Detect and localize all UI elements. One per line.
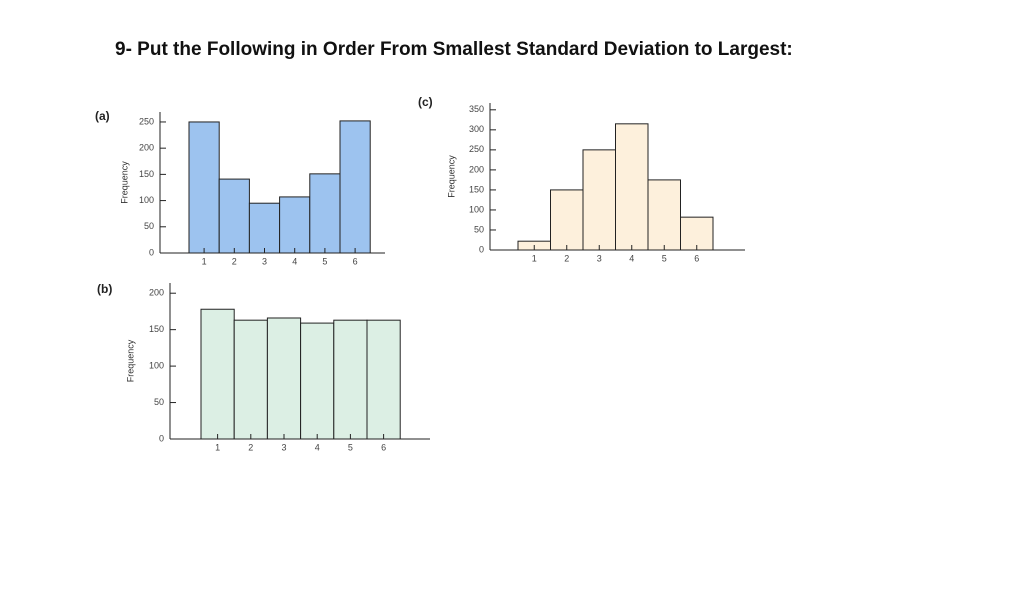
x-tick-label: 4 bbox=[629, 253, 634, 263]
bar bbox=[248, 202, 281, 254]
bar bbox=[300, 322, 335, 440]
x-tick-label: 2 bbox=[564, 253, 569, 263]
panel-label: (a) bbox=[95, 109, 110, 123]
y-axis-label: Frequency bbox=[125, 339, 135, 382]
y-tick-label: 300 bbox=[469, 124, 484, 134]
bar bbox=[233, 319, 268, 440]
bar bbox=[647, 179, 681, 251]
y-tick-label: 0 bbox=[479, 244, 484, 254]
x-tick-label: 6 bbox=[694, 253, 699, 263]
x-tick-label: 3 bbox=[262, 256, 267, 266]
x-tick-label: 3 bbox=[597, 253, 602, 263]
x-tick-label: 6 bbox=[381, 442, 386, 452]
y-tick-label: 200 bbox=[149, 288, 164, 298]
bar bbox=[266, 317, 302, 440]
bar bbox=[582, 149, 616, 251]
y-tick-label: 50 bbox=[474, 224, 484, 234]
x-tick-label: 4 bbox=[292, 256, 297, 266]
panel-label: (b) bbox=[97, 282, 112, 296]
x-tick-label: 2 bbox=[232, 256, 237, 266]
y-axis-label: Frequency bbox=[119, 161, 129, 204]
x-tick-label: 1 bbox=[215, 442, 220, 452]
y-tick-label: 250 bbox=[139, 116, 154, 126]
y-tick-label: 150 bbox=[469, 184, 484, 194]
x-tick-label: 6 bbox=[353, 256, 358, 266]
y-tick-label: 0 bbox=[149, 247, 154, 257]
y-tick-label: 150 bbox=[139, 169, 154, 179]
x-tick-label: 3 bbox=[281, 442, 286, 452]
y-axis-label: Frequency bbox=[446, 155, 456, 198]
bar bbox=[333, 319, 368, 440]
y-tick-label: 200 bbox=[139, 143, 154, 153]
y-tick-label: 100 bbox=[469, 204, 484, 214]
bar bbox=[339, 120, 371, 254]
y-tick-label: 50 bbox=[154, 397, 164, 407]
bar bbox=[279, 196, 311, 254]
x-tick-label: 2 bbox=[248, 442, 253, 452]
panel-label: (c) bbox=[418, 95, 433, 109]
x-tick-label: 4 bbox=[315, 442, 320, 452]
bar bbox=[550, 189, 584, 251]
x-tick-label: 1 bbox=[202, 256, 207, 266]
x-tick-label: 1 bbox=[532, 253, 537, 263]
y-tick-label: 0 bbox=[159, 433, 164, 443]
bar bbox=[366, 319, 401, 440]
bar bbox=[200, 308, 235, 440]
bar bbox=[680, 216, 714, 251]
y-tick-label: 100 bbox=[149, 360, 164, 370]
y-tick-label: 350 bbox=[469, 104, 484, 114]
y-tick-label: 50 bbox=[144, 221, 154, 231]
y-tick-label: 250 bbox=[469, 144, 484, 154]
y-tick-label: 200 bbox=[469, 164, 484, 174]
bar bbox=[309, 173, 341, 254]
question-title: 9- Put the Following in Order From Small… bbox=[115, 39, 793, 60]
bar bbox=[188, 121, 220, 254]
x-tick-label: 5 bbox=[322, 256, 327, 266]
bar bbox=[218, 178, 250, 254]
y-tick-label: 100 bbox=[139, 195, 154, 205]
bar bbox=[615, 123, 649, 251]
x-tick-label: 5 bbox=[348, 442, 353, 452]
x-tick-label: 5 bbox=[662, 253, 667, 263]
y-tick-label: 150 bbox=[149, 324, 164, 334]
